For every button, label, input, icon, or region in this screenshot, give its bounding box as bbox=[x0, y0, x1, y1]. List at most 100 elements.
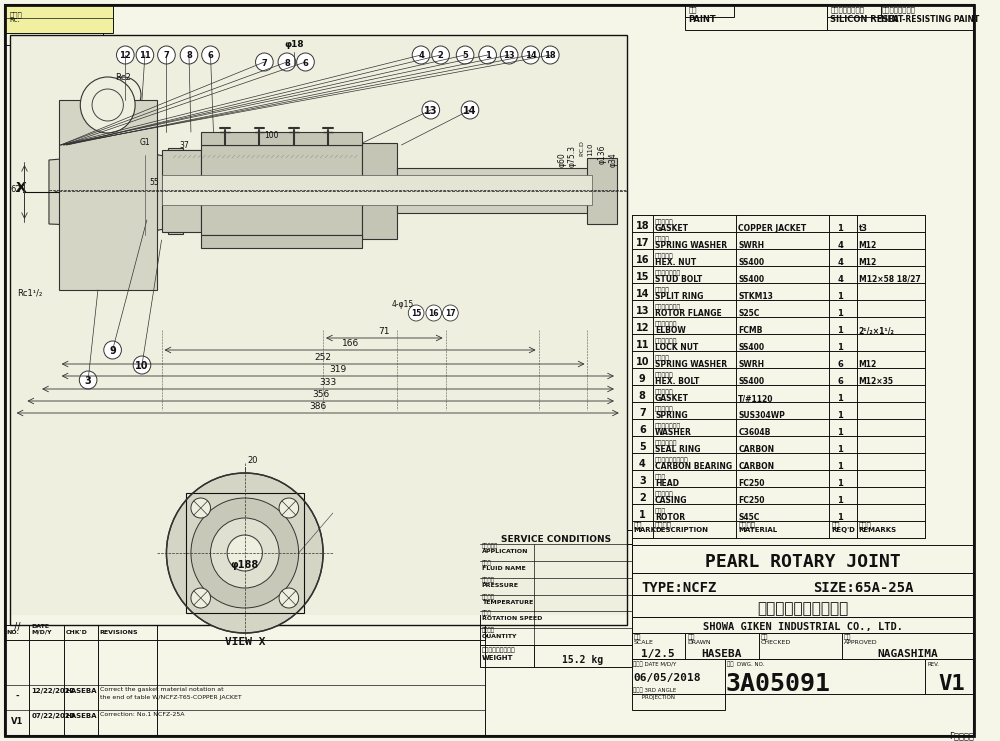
Circle shape bbox=[443, 305, 458, 321]
Text: 2: 2 bbox=[639, 493, 646, 503]
Bar bbox=[480, 530, 632, 645]
Text: 166: 166 bbox=[342, 339, 359, 348]
Text: 4: 4 bbox=[837, 258, 843, 267]
Circle shape bbox=[80, 77, 135, 133]
Text: DATE
M/D/Y: DATE M/D/Y bbox=[31, 624, 52, 635]
Text: 13: 13 bbox=[424, 106, 438, 116]
Bar bbox=[5, 625, 485, 640]
Circle shape bbox=[408, 305, 424, 321]
Text: カーボンベアリング: カーボンベアリング bbox=[655, 457, 689, 462]
Circle shape bbox=[211, 518, 279, 588]
Text: 14: 14 bbox=[636, 289, 649, 299]
Text: 承認: 承認 bbox=[844, 634, 852, 640]
Text: HEAD: HEAD bbox=[655, 479, 679, 488]
Bar bbox=[685, 5, 734, 17]
Bar bbox=[186, 493, 304, 613]
Text: φ18: φ18 bbox=[284, 40, 304, 49]
Text: 2¹/₂×1¹/₂: 2¹/₂×1¹/₂ bbox=[859, 326, 895, 335]
Text: G1: G1 bbox=[140, 138, 151, 147]
Text: t3: t3 bbox=[859, 224, 868, 233]
Text: 10: 10 bbox=[636, 357, 649, 367]
Text: SHOWA GIKEN INDUSTRIAL CO., LTD.: SHOWA GIKEN INDUSTRIAL CO., LTD. bbox=[703, 622, 903, 632]
Text: 1: 1 bbox=[837, 496, 843, 505]
Circle shape bbox=[522, 46, 539, 64]
Text: 12/22/2022: 12/22/2022 bbox=[31, 688, 75, 694]
Circle shape bbox=[412, 46, 430, 64]
Text: 1: 1 bbox=[639, 510, 646, 520]
Bar bbox=[201, 145, 362, 235]
Text: ケーシング: ケーシング bbox=[655, 491, 674, 496]
Bar bbox=[632, 659, 974, 694]
Text: M12: M12 bbox=[859, 258, 877, 267]
Text: 252: 252 bbox=[315, 353, 332, 362]
Text: 06/05/2018: 06/05/2018 bbox=[633, 673, 701, 683]
Circle shape bbox=[133, 356, 151, 374]
Text: φ188: φ188 bbox=[230, 560, 258, 570]
Text: 尺度: 尺度 bbox=[633, 634, 641, 640]
Bar bbox=[201, 235, 362, 248]
Text: 11: 11 bbox=[636, 340, 649, 350]
Text: SS400: SS400 bbox=[738, 343, 764, 352]
Text: 3: 3 bbox=[639, 476, 646, 486]
Text: φ75.3: φ75.3 bbox=[568, 145, 577, 167]
Text: 三角法 3RD ANGLE
     PROJECTION: 三角法 3RD ANGLE PROJECTION bbox=[633, 688, 677, 700]
Text: HEX. BOLT: HEX. BOLT bbox=[655, 377, 699, 386]
Text: 14: 14 bbox=[463, 106, 477, 116]
Text: 1: 1 bbox=[837, 411, 843, 420]
Text: Correct the gasket material notation at: Correct the gasket material notation at bbox=[100, 687, 223, 692]
Bar bbox=[5, 5, 103, 30]
Text: 作成日 DATE M/D/Y: 作成日 DATE M/D/Y bbox=[633, 662, 677, 667]
Text: ROTATION SPEED: ROTATION SPEED bbox=[482, 617, 542, 622]
Bar bbox=[632, 545, 974, 573]
Text: SPRING: SPRING bbox=[655, 411, 688, 420]
Text: 7: 7 bbox=[639, 408, 646, 418]
Text: S25C: S25C bbox=[738, 309, 760, 318]
Text: 2: 2 bbox=[438, 52, 444, 61]
Text: 流体名: 流体名 bbox=[482, 560, 491, 566]
Circle shape bbox=[227, 535, 262, 571]
Text: 110: 110 bbox=[587, 142, 593, 156]
Bar bbox=[162, 150, 201, 232]
Bar bbox=[171, 155, 367, 230]
Bar bbox=[827, 5, 974, 30]
Text: APPLICATION: APPLICATION bbox=[482, 549, 528, 554]
Text: HASEBA: HASEBA bbox=[66, 713, 97, 719]
Text: NAGASHIMA: NAGASHIMA bbox=[877, 649, 938, 659]
Text: 1: 1 bbox=[837, 428, 843, 437]
Text: φ136: φ136 bbox=[597, 144, 606, 164]
Text: スプリング: スプリング bbox=[655, 406, 674, 411]
Bar bbox=[632, 595, 974, 617]
Text: 1: 1 bbox=[837, 326, 843, 335]
Circle shape bbox=[422, 101, 440, 119]
Text: 20: 20 bbox=[248, 456, 258, 465]
Text: GASKET: GASKET bbox=[655, 394, 689, 403]
Text: φ34: φ34 bbox=[609, 152, 618, 167]
Text: 1: 1 bbox=[837, 462, 843, 471]
Circle shape bbox=[92, 89, 123, 121]
Text: 17: 17 bbox=[636, 238, 649, 248]
Text: 11: 11 bbox=[139, 52, 151, 61]
Text: HASEBA: HASEBA bbox=[701, 649, 742, 659]
Text: SPRING WASHER: SPRING WASHER bbox=[655, 241, 727, 250]
Text: 温　　度: 温 度 bbox=[482, 594, 495, 599]
Text: SPLIT RING: SPLIT RING bbox=[655, 292, 703, 301]
Text: M12×35: M12×35 bbox=[859, 377, 894, 386]
Text: SWRH: SWRH bbox=[738, 360, 764, 369]
Text: 株式会社昭和技研工業: 株式会社昭和技研工業 bbox=[757, 602, 849, 617]
Text: 製図: 製図 bbox=[687, 634, 695, 640]
Text: 9: 9 bbox=[639, 374, 646, 384]
Circle shape bbox=[191, 498, 211, 518]
Text: 圧　　力: 圧 力 bbox=[482, 577, 495, 582]
Text: 13: 13 bbox=[636, 306, 649, 316]
Bar bbox=[827, 5, 881, 17]
Circle shape bbox=[158, 46, 175, 64]
Bar bbox=[587, 158, 617, 224]
Text: 62: 62 bbox=[10, 185, 21, 194]
Text: SS400: SS400 bbox=[738, 377, 764, 386]
Text: ROTOR FLANGE: ROTOR FLANGE bbox=[655, 309, 722, 318]
Text: ジョイント本体重量: ジョイント本体重量 bbox=[482, 648, 515, 653]
Text: 71: 71 bbox=[378, 327, 390, 336]
Bar bbox=[5, 30, 103, 45]
Text: WASHER: WASHER bbox=[655, 428, 692, 437]
Text: 13: 13 bbox=[503, 52, 515, 61]
